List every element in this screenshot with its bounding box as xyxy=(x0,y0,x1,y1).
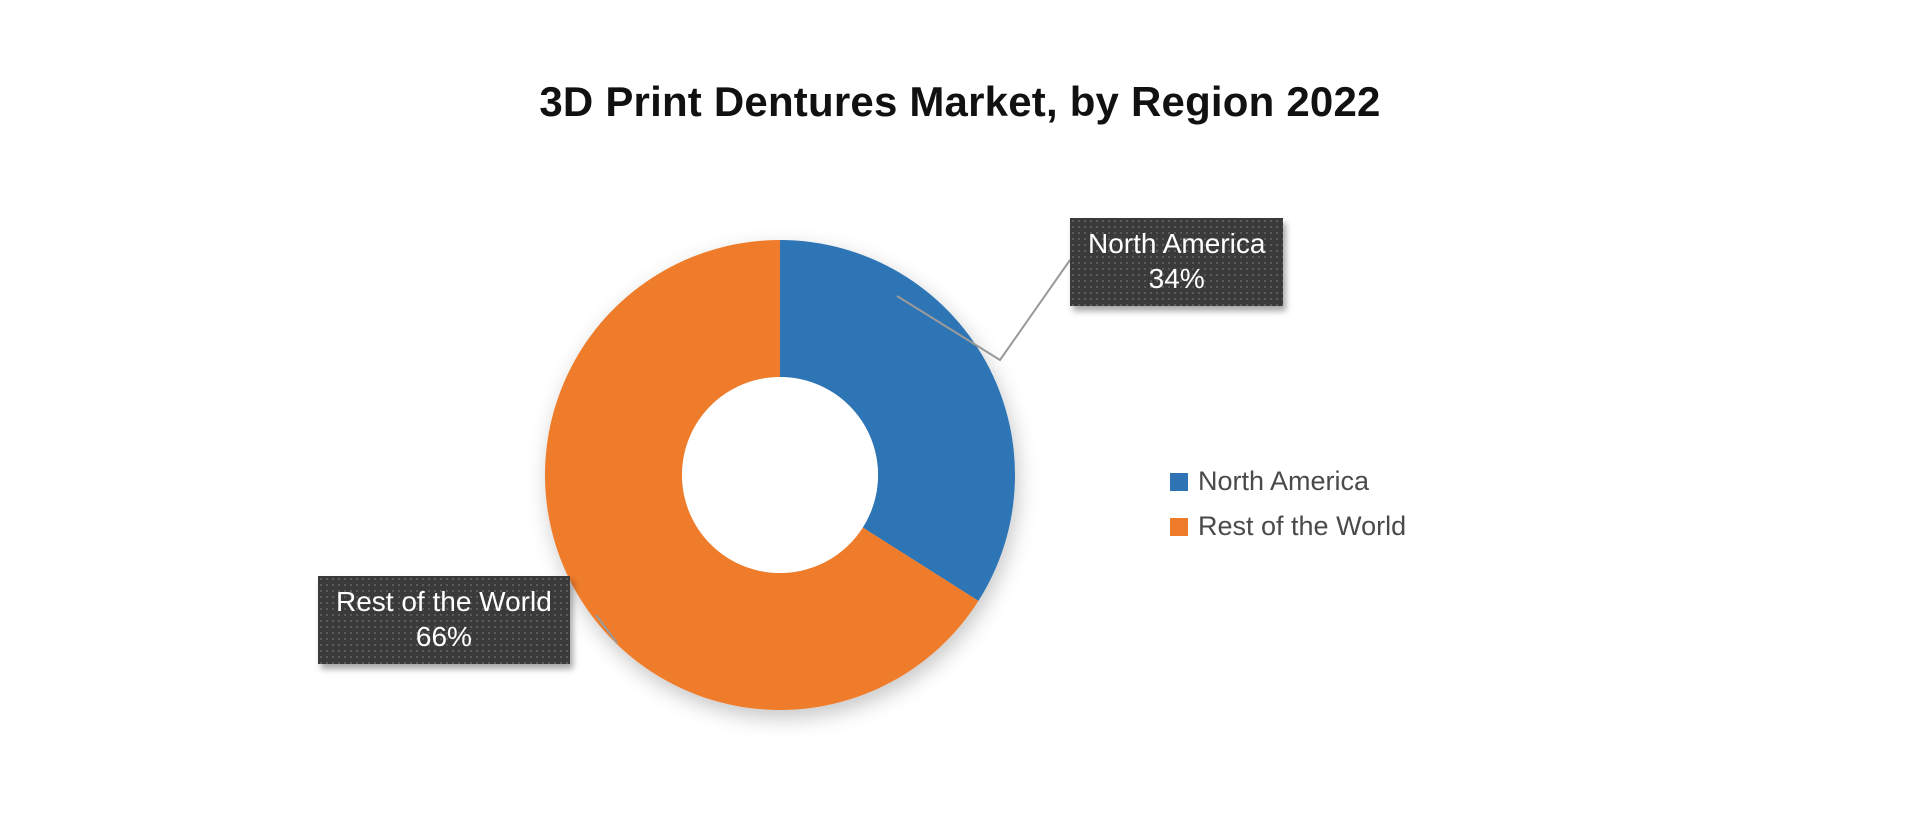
callout-label: Rest of the World xyxy=(336,584,552,619)
callout-rest-of-world: Rest of the World 66% xyxy=(318,576,570,664)
legend-swatch xyxy=(1170,473,1188,491)
legend-swatch xyxy=(1170,518,1188,536)
chart-title: 3D Print Dentures Market, by Region 2022 xyxy=(0,78,1920,126)
callout-percent: 34% xyxy=(1088,261,1265,296)
legend-item-north-america: North America xyxy=(1170,466,1406,497)
legend-item-rest-of-world: Rest of the World xyxy=(1170,511,1406,542)
legend-label: North America xyxy=(1198,466,1369,497)
chart-stage: 3D Print Dentures Market, by Region 2022… xyxy=(0,0,1920,818)
donut-chart xyxy=(515,210,1045,745)
callout-north-america: North America 34% xyxy=(1070,218,1283,306)
legend-label: Rest of the World xyxy=(1198,511,1406,542)
callout-percent: 66% xyxy=(336,619,552,654)
callout-label: North America xyxy=(1088,226,1265,261)
donut-svg xyxy=(515,210,1045,740)
donut-hole xyxy=(682,377,878,573)
legend: North America Rest of the World xyxy=(1170,460,1406,556)
